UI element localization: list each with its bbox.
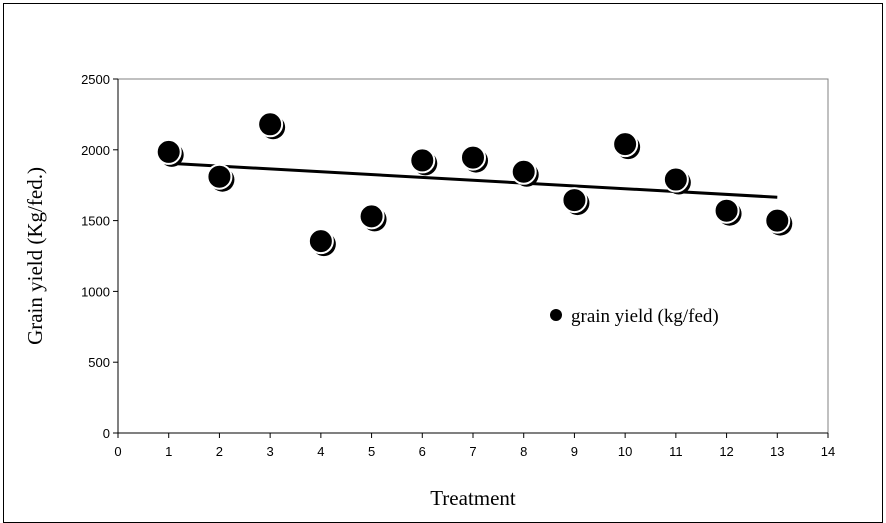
y-tick-label: 1500 <box>81 214 110 229</box>
x-tick-label: 13 <box>770 444 784 459</box>
x-ticks: 0 1 2 3 4 5 6 7 8 9 10 11 12 13 14 <box>114 433 835 459</box>
data-point-marker <box>713 197 740 224</box>
data-point <box>307 228 336 257</box>
legend-label: grain yield (kg/fed) <box>571 306 719 327</box>
data-point <box>713 197 742 226</box>
data-point-marker <box>764 207 791 234</box>
data-point-marker <box>409 147 436 174</box>
legend-marker <box>550 309 562 321</box>
y-tick-label: 2500 <box>81 72 110 87</box>
data-point-marker <box>155 138 182 165</box>
x-tick-label: 9 <box>571 444 578 459</box>
data-point <box>257 111 286 140</box>
data-point <box>561 187 590 216</box>
data-point <box>155 138 184 167</box>
x-tick-label: 7 <box>469 444 476 459</box>
chart-frame <box>3 3 883 523</box>
data-point-marker <box>358 203 385 230</box>
data-point <box>612 131 641 160</box>
data-point <box>206 163 235 192</box>
data-point-marker <box>510 158 537 185</box>
x-tick-label: 2 <box>216 444 223 459</box>
x-axis-title: Treatment <box>430 486 516 510</box>
data-points <box>155 111 793 257</box>
data-point-marker <box>257 111 284 138</box>
x-tick-label: 1 <box>165 444 172 459</box>
data-point-marker <box>460 144 486 171</box>
y-tick-label: 2000 <box>81 143 110 158</box>
x-tick-label: 5 <box>368 444 375 459</box>
x-tick-label: 0 <box>114 444 121 459</box>
y-axis-title: Grain yield (Kg/fed.) <box>23 167 47 345</box>
data-point <box>358 203 387 232</box>
data-point <box>460 144 488 173</box>
data-point <box>510 158 539 187</box>
data-point <box>764 207 793 236</box>
y-tick-label: 500 <box>88 355 110 370</box>
x-tick-label: 14 <box>821 444 835 459</box>
x-tick-label: 4 <box>317 444 324 459</box>
data-point-marker <box>307 228 334 255</box>
data-point <box>409 147 438 176</box>
x-tick-label: 11 <box>669 444 683 459</box>
x-tick-label: 8 <box>520 444 527 459</box>
plot-area <box>117 78 829 434</box>
y-tick-label: 0 <box>103 426 110 441</box>
axes <box>117 78 829 434</box>
x-tick-label: 10 <box>618 444 632 459</box>
data-point <box>662 166 691 195</box>
x-tick-label: 6 <box>419 444 426 459</box>
data-point-marker <box>206 163 233 190</box>
data-point-marker <box>612 131 639 158</box>
x-tick-label: 12 <box>719 444 733 459</box>
y-ticks: 0 500 1000 1500 2000 2500 <box>81 72 118 441</box>
data-point-marker <box>662 166 689 193</box>
y-tick-label: 1000 <box>81 284 110 299</box>
data-point-marker <box>561 187 588 214</box>
x-tick-label: 3 <box>267 444 274 459</box>
legend: grain yield (kg/fed) <box>550 306 719 327</box>
